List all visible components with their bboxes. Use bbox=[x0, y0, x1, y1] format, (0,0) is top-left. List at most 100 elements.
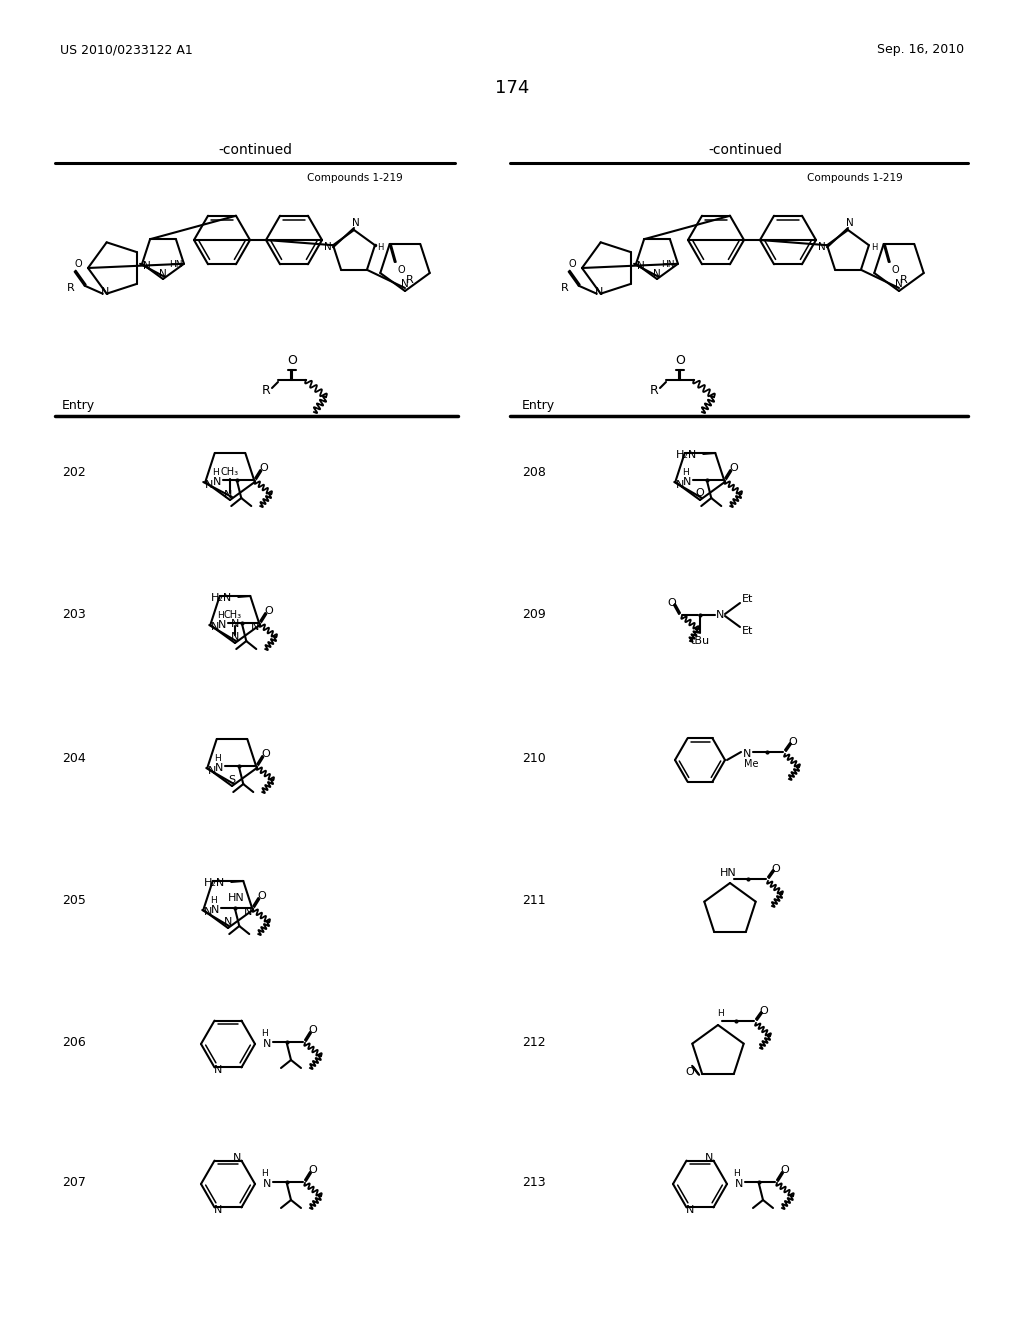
Text: HN: HN bbox=[169, 260, 182, 269]
Text: N: N bbox=[706, 1152, 714, 1163]
Text: O: O bbox=[892, 265, 899, 275]
Text: 174: 174 bbox=[495, 79, 529, 96]
Text: N: N bbox=[263, 1179, 271, 1189]
Text: N: N bbox=[325, 242, 332, 252]
Text: Et: Et bbox=[742, 626, 754, 636]
Text: O: O bbox=[569, 259, 577, 269]
Text: N: N bbox=[215, 763, 223, 774]
Text: H₂N: H₂N bbox=[676, 450, 697, 459]
Text: H₂N: H₂N bbox=[204, 878, 225, 888]
Text: O: O bbox=[788, 737, 798, 747]
Text: H: H bbox=[261, 1030, 268, 1039]
Text: N: N bbox=[683, 477, 691, 487]
Text: S: S bbox=[228, 775, 236, 785]
Text: N: N bbox=[263, 1039, 271, 1049]
Text: H: H bbox=[717, 1008, 723, 1018]
Text: 207: 207 bbox=[62, 1176, 86, 1188]
Text: O: O bbox=[308, 1026, 317, 1035]
Text: H: H bbox=[377, 243, 383, 252]
Text: N: N bbox=[735, 1179, 743, 1189]
Text: Me: Me bbox=[743, 759, 758, 770]
Text: -continued: -continued bbox=[218, 143, 292, 157]
Text: N: N bbox=[818, 242, 826, 252]
Text: N: N bbox=[653, 269, 660, 279]
Text: 211: 211 bbox=[522, 894, 546, 907]
Text: N: N bbox=[244, 907, 252, 917]
Text: O: O bbox=[261, 748, 269, 759]
Text: O: O bbox=[308, 1166, 317, 1175]
Text: tBu: tBu bbox=[690, 636, 710, 645]
Text: O: O bbox=[729, 463, 737, 473]
Text: Compounds 1-219: Compounds 1-219 bbox=[807, 173, 903, 183]
Text: O: O bbox=[675, 354, 685, 367]
Text: N: N bbox=[352, 218, 359, 228]
Text: H₂N: H₂N bbox=[211, 593, 232, 603]
Text: N: N bbox=[676, 480, 684, 490]
Text: N: N bbox=[143, 261, 151, 271]
Text: 208: 208 bbox=[522, 466, 546, 479]
Text: 202: 202 bbox=[62, 466, 86, 479]
Text: N: N bbox=[100, 286, 109, 297]
Text: N: N bbox=[251, 622, 259, 632]
Text: O: O bbox=[398, 265, 406, 275]
Text: 205: 205 bbox=[62, 894, 86, 907]
Text: N: N bbox=[716, 610, 724, 620]
Text: N: N bbox=[218, 620, 226, 630]
Text: R: R bbox=[561, 282, 568, 293]
Text: N: N bbox=[230, 619, 240, 630]
Text: Compounds 1-219: Compounds 1-219 bbox=[307, 173, 402, 183]
Text: HN: HN bbox=[228, 894, 245, 903]
Text: N: N bbox=[637, 261, 645, 271]
Text: 210: 210 bbox=[522, 751, 546, 764]
Text: CH₃: CH₃ bbox=[224, 610, 242, 620]
Text: Entry: Entry bbox=[62, 400, 95, 412]
Text: N: N bbox=[211, 622, 219, 632]
Text: HN: HN bbox=[662, 260, 675, 269]
Text: H: H bbox=[214, 754, 220, 763]
Text: N: N bbox=[214, 1205, 222, 1216]
Text: O: O bbox=[686, 1067, 694, 1077]
Text: O: O bbox=[75, 259, 83, 269]
Text: H: H bbox=[733, 1170, 740, 1179]
Text: H: H bbox=[261, 1170, 268, 1179]
Text: 203: 203 bbox=[62, 609, 86, 622]
Text: -continued: -continued bbox=[708, 143, 782, 157]
Text: N: N bbox=[208, 766, 216, 776]
Text: O: O bbox=[257, 891, 265, 902]
Text: H: H bbox=[870, 243, 878, 252]
Text: N: N bbox=[211, 906, 219, 915]
Text: N: N bbox=[686, 1205, 694, 1216]
Text: R: R bbox=[649, 384, 658, 396]
Text: O: O bbox=[695, 488, 705, 498]
Text: N: N bbox=[205, 480, 213, 490]
Text: N: N bbox=[742, 748, 752, 759]
Text: 212: 212 bbox=[522, 1035, 546, 1048]
Text: N: N bbox=[230, 632, 240, 642]
Text: N: N bbox=[224, 490, 232, 500]
Text: O: O bbox=[780, 1166, 790, 1175]
Text: R: R bbox=[67, 282, 75, 293]
Text: H: H bbox=[682, 467, 689, 477]
Text: H: H bbox=[217, 611, 223, 619]
Text: Et: Et bbox=[742, 594, 754, 605]
Text: N: N bbox=[233, 1152, 242, 1163]
Text: 213: 213 bbox=[522, 1176, 546, 1188]
Text: N: N bbox=[595, 286, 603, 297]
Text: 206: 206 bbox=[62, 1035, 86, 1048]
Text: N: N bbox=[846, 218, 854, 228]
Text: 204: 204 bbox=[62, 751, 86, 764]
Text: N: N bbox=[401, 279, 409, 289]
Text: O: O bbox=[259, 463, 267, 473]
Text: Sep. 16, 2010: Sep. 16, 2010 bbox=[877, 44, 964, 57]
Text: R: R bbox=[261, 384, 270, 396]
Text: N: N bbox=[213, 477, 221, 487]
Text: Entry: Entry bbox=[522, 400, 555, 412]
Text: H: H bbox=[212, 467, 219, 477]
Text: CH₃: CH₃ bbox=[221, 467, 239, 477]
Text: O: O bbox=[264, 606, 272, 616]
Text: US 2010/0233122 A1: US 2010/0233122 A1 bbox=[60, 44, 193, 57]
Text: N: N bbox=[204, 907, 212, 917]
Text: N: N bbox=[224, 917, 232, 927]
Text: N: N bbox=[895, 279, 903, 289]
Text: N: N bbox=[214, 1065, 222, 1076]
